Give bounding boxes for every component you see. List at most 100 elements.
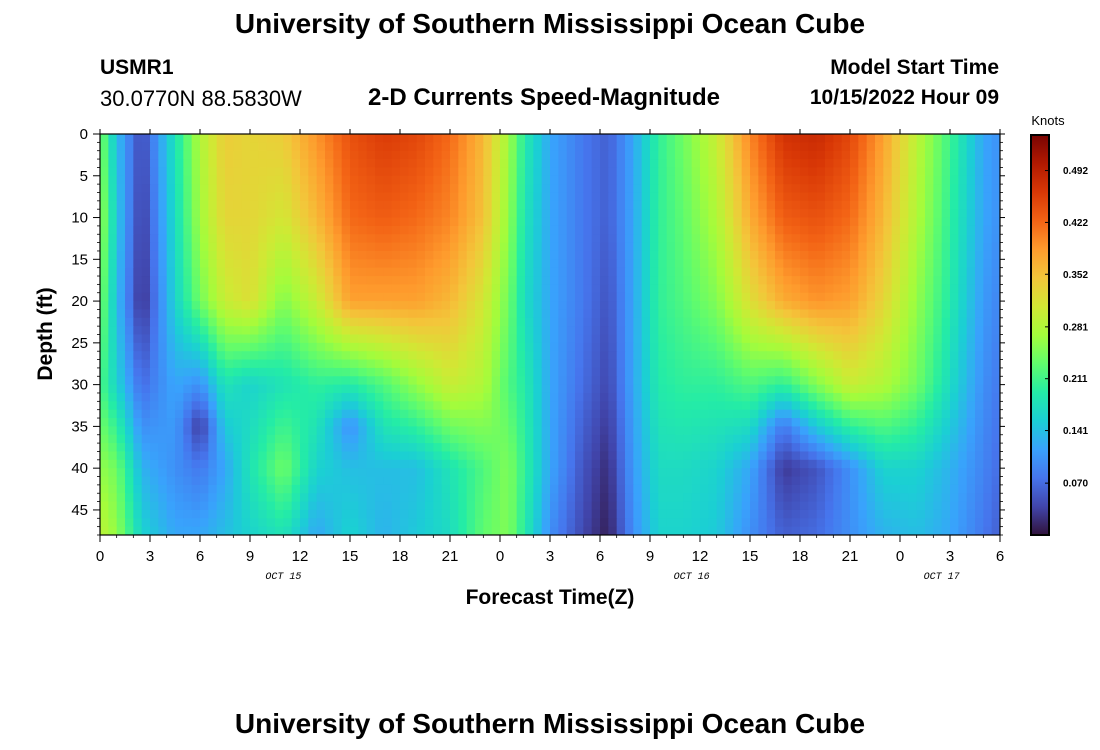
heat-cell xyxy=(883,426,893,436)
heat-cell xyxy=(175,434,184,444)
heat-cell xyxy=(616,142,626,152)
heat-cell xyxy=(325,142,334,152)
heat-cell xyxy=(383,476,393,486)
heat-cell xyxy=(500,276,509,285)
heat-cell xyxy=(216,234,226,244)
heat-cell xyxy=(783,150,793,160)
heat-cell xyxy=(900,409,909,419)
heat-cell xyxy=(266,476,276,486)
heat-cell xyxy=(191,384,201,394)
heat-cell xyxy=(908,225,918,235)
heat-cell xyxy=(783,159,793,169)
heat-cell xyxy=(691,209,701,219)
heat-cell xyxy=(566,509,576,519)
heat-cell xyxy=(433,493,443,503)
heat-cell xyxy=(333,150,343,160)
heat-cell xyxy=(816,342,826,352)
heat-cell xyxy=(550,426,559,436)
heat-cell xyxy=(466,409,476,419)
heat-cell xyxy=(100,392,109,402)
heat-cell xyxy=(100,242,109,252)
heat-cell xyxy=(466,401,476,411)
heat-cell xyxy=(925,451,934,461)
heat-cell xyxy=(350,276,359,285)
heat-cell xyxy=(616,459,626,469)
heat-cell xyxy=(258,392,268,402)
heat-cell xyxy=(850,326,859,336)
heat-cell xyxy=(450,175,459,185)
heat-cell xyxy=(808,175,818,185)
heat-cell xyxy=(750,342,759,352)
heat-cell xyxy=(866,418,876,427)
heat-cell xyxy=(658,142,668,152)
heat-cell xyxy=(425,434,434,444)
heat-cell xyxy=(950,200,959,210)
heat-cell xyxy=(725,484,734,494)
heat-cell xyxy=(983,409,993,419)
heat-cell xyxy=(408,326,418,336)
heat-cell xyxy=(141,401,151,411)
heat-cell xyxy=(216,484,226,494)
heat-cell xyxy=(658,309,668,319)
heat-cell xyxy=(433,434,443,444)
heat-cell xyxy=(841,342,851,352)
heat-cell xyxy=(116,518,126,528)
heat-cell xyxy=(391,342,401,352)
heat-cell xyxy=(283,409,293,419)
heat-cell xyxy=(208,409,218,419)
heat-cell xyxy=(883,292,893,302)
heat-cell xyxy=(841,326,851,336)
heat-cell xyxy=(616,384,626,394)
heat-cell xyxy=(891,142,901,152)
heat-cell xyxy=(683,292,693,302)
heat-cell xyxy=(258,276,268,285)
heat-cell xyxy=(341,259,351,269)
heat-cell xyxy=(291,309,301,319)
heat-cell xyxy=(966,342,976,352)
heat-cell xyxy=(633,451,643,461)
heat-cell xyxy=(950,267,959,277)
heat-cell xyxy=(350,367,359,377)
heat-cell xyxy=(150,384,159,394)
heat-cell xyxy=(825,418,834,427)
heat-cell xyxy=(383,142,393,152)
heat-cell xyxy=(883,468,893,478)
heat-cell xyxy=(483,309,493,319)
heat-cell xyxy=(250,501,259,511)
heat-cell xyxy=(883,276,893,285)
heat-cell xyxy=(791,501,801,511)
heat-cell xyxy=(225,292,234,302)
heat-cell xyxy=(541,309,551,319)
heat-cell xyxy=(575,159,584,169)
heat-cell xyxy=(900,468,909,478)
heat-cell xyxy=(416,426,426,436)
heat-cell xyxy=(458,451,468,461)
heat-cell xyxy=(316,167,326,177)
heat-cell xyxy=(275,301,284,311)
heat-cell xyxy=(691,217,701,227)
heat-cell xyxy=(833,150,843,160)
heat-cell xyxy=(750,276,759,285)
heat-cell xyxy=(591,242,601,252)
heat-cell xyxy=(891,301,901,311)
heat-cell xyxy=(491,292,501,302)
heat-cell xyxy=(725,501,734,511)
heat-cell xyxy=(116,359,126,369)
heat-cell xyxy=(841,501,851,511)
heat-cell xyxy=(708,401,718,411)
heat-cell xyxy=(175,384,184,394)
heat-cell xyxy=(158,334,168,344)
heat-cell xyxy=(750,409,759,419)
heat-cell xyxy=(408,184,418,194)
heat-cell xyxy=(625,276,634,285)
heat-cell xyxy=(708,250,718,260)
heat-cell xyxy=(175,484,184,494)
heat-cell xyxy=(758,184,768,194)
heat-cell xyxy=(758,142,768,152)
heat-cell xyxy=(875,142,884,152)
heat-cell xyxy=(725,326,734,336)
heat-cell xyxy=(250,150,259,160)
heat-cell xyxy=(333,484,343,494)
heat-cell xyxy=(983,234,993,244)
heat-cell xyxy=(991,359,1000,369)
